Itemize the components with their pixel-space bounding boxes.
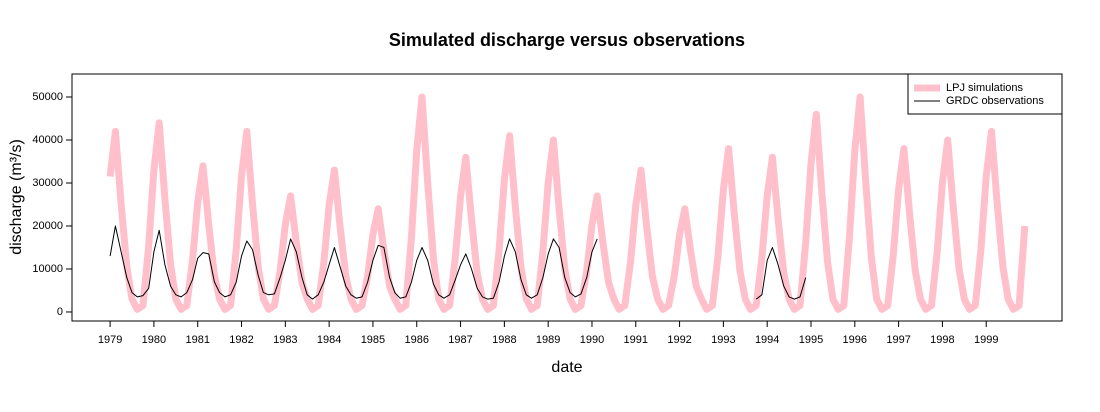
x-tick-label: 1998 [930,334,954,346]
x-tick-label: 1992 [667,334,691,346]
x-tick-label: 1988 [492,334,516,346]
x-tick-label: 1985 [361,334,385,346]
x-tick-label: 1995 [799,334,823,346]
x-tick-label: 1979 [98,334,122,346]
x-tick-label: 1987 [448,334,472,346]
x-tick-label: 1983 [273,334,297,346]
x-tick-label: 1990 [580,334,604,346]
x-tick-label: 1993 [711,334,735,346]
x-tick-label: 1984 [317,334,341,346]
y-tick-label: 40000 [32,134,63,146]
y-tick-label: 30000 [32,177,63,189]
x-tick-label: 1982 [229,334,253,346]
legend-label: GRDC observations [946,95,1044,107]
y-tick-label: 50000 [32,91,63,103]
chart-title: Simulated discharge versus observations [389,30,745,50]
plot-frame [71,73,1063,322]
x-tick-label: 1986 [405,334,429,346]
legend-box [907,73,1063,115]
series-line [755,247,807,300]
series-line [109,225,598,300]
x-tick-label: 1997 [886,334,910,346]
y-tick-label: 0 [57,306,63,318]
y-tick-label: 10000 [32,263,63,275]
y-axis-label: discharge (m³/s) [8,139,25,255]
y-tick-label: 20000 [32,220,63,232]
x-axis-label: date [551,359,582,376]
series-line [106,93,1029,313]
x-tick-label: 1991 [624,334,648,346]
x-tick-label: 1989 [536,334,560,346]
x-tick-label: 1999 [974,334,998,346]
x-tick-label: 1981 [185,334,209,346]
x-tick-label: 1980 [142,334,166,346]
legend-label: LPJ simulations [946,82,1024,94]
x-tick-label: 1996 [843,334,867,346]
x-tick-label: 1994 [755,334,779,346]
